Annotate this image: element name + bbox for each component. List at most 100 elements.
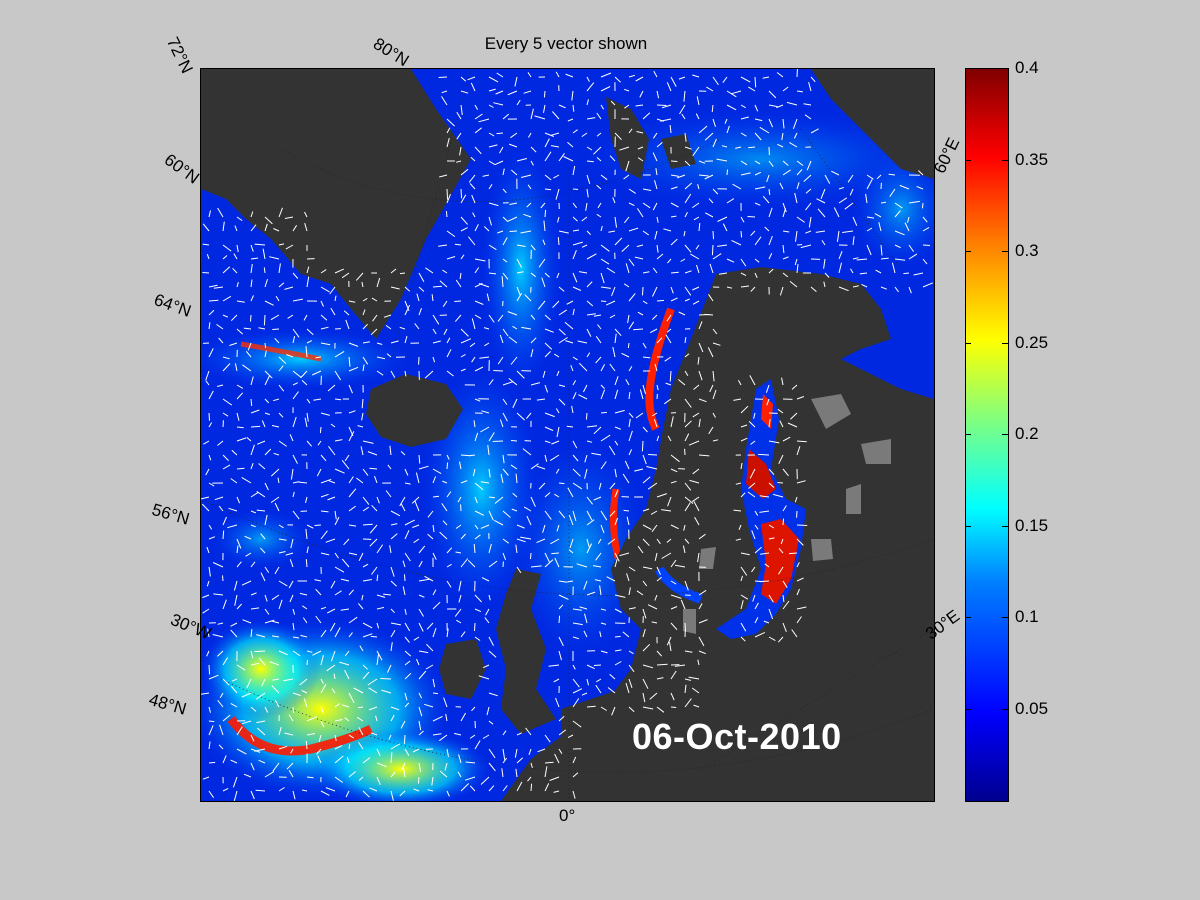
velocity-vector [530,496,536,507]
velocity-vector [536,465,546,470]
velocity-vector [474,398,481,402]
velocity-vector [791,384,798,390]
velocity-vector [600,389,606,400]
velocity-vector [550,538,560,545]
velocity-vector [805,202,812,211]
velocity-vector [467,559,476,568]
velocity-vector [586,496,593,505]
velocity-vector [418,608,424,617]
velocity-vector [782,594,785,602]
velocity-vector [684,244,692,253]
colorbar-tick-label: 0.05 [1015,698,1049,718]
velocity-vector [446,118,455,127]
velocity-vector [684,496,694,504]
velocity-vector [256,720,266,724]
velocity-vector [358,727,364,736]
velocity-vector [692,286,700,291]
velocity-vector [284,286,294,290]
velocity-vector [218,337,224,344]
velocity-vector [305,496,308,504]
velocity-vector [889,188,896,197]
velocity-vector [383,314,392,318]
velocity-vector [628,128,633,134]
velocity-vector [852,257,859,260]
velocity-vector [441,96,448,106]
velocity-vector [796,216,805,223]
velocity-vector [555,188,560,200]
velocity-vector [454,608,462,617]
velocity-vector [567,487,574,498]
velocity-vector [262,248,266,260]
velocity-vector [285,552,294,556]
velocity-vector [497,356,504,365]
velocity-vector [859,272,868,275]
velocity-vector [264,412,270,416]
velocity-vector [712,138,717,148]
velocity-vector [418,308,422,316]
velocity-vector [614,237,623,246]
velocity-vector [232,776,238,788]
velocity-vector [600,384,605,389]
velocity-vector [806,160,812,171]
velocity-vector [642,476,651,484]
velocity-vector [488,314,495,323]
velocity-vector [791,629,798,638]
velocity-vector [683,230,686,237]
velocity-vector [370,635,378,638]
velocity-vector [230,314,238,322]
velocity-vector [484,617,490,624]
velocity-vector [274,699,280,708]
velocity-vector [586,99,589,106]
velocity-vector [639,389,644,400]
velocity-vector [607,687,616,694]
velocity-vector [670,286,674,294]
velocity-vector [585,412,588,420]
velocity-vector [796,538,804,546]
velocity-vector [385,490,392,498]
velocity-vector [690,253,700,260]
velocity-vector [399,326,406,330]
velocity-vector [548,664,560,667]
velocity-vector [874,213,882,218]
velocity-vector [523,506,532,512]
velocity-vector [327,384,336,392]
velocity-vector [530,272,536,278]
velocity-vector [314,579,322,582]
velocity-vector [446,127,451,134]
velocity-vector [681,113,686,120]
velocity-vector [404,622,411,632]
velocity-vector [416,293,420,302]
velocity-vector [494,519,504,526]
velocity-vector [704,313,714,316]
velocity-vector [593,565,602,568]
velocity-vector [320,300,324,307]
velocity-vector [550,145,560,148]
velocity-vector [236,392,244,400]
velocity-vector [284,216,294,219]
velocity-vector [708,426,714,435]
velocity-vector [264,482,269,491]
velocity-vector [341,272,350,279]
velocity-vector [236,412,240,421]
velocity-vector [544,138,550,148]
velocity-vector [558,286,565,292]
velocity-vector [614,594,626,598]
velocity-vector [376,277,381,288]
velocity-vector [670,468,678,473]
velocity-vector [621,244,630,252]
velocity-vector [740,600,744,610]
velocity-vector [530,762,533,769]
velocity-vector [236,496,241,504]
velocity-vector [680,258,686,262]
velocity-vector [838,262,842,274]
velocity-vector [768,160,774,167]
velocity-vector [443,697,448,708]
velocity-vector [530,463,539,470]
velocity-vector [544,783,550,792]
velocity-vector [292,481,300,484]
velocity-vector [698,589,707,596]
velocity-vector [361,594,364,601]
velocity-vector [731,90,742,95]
velocity-vector [651,314,658,320]
velocity-vector [502,237,508,246]
